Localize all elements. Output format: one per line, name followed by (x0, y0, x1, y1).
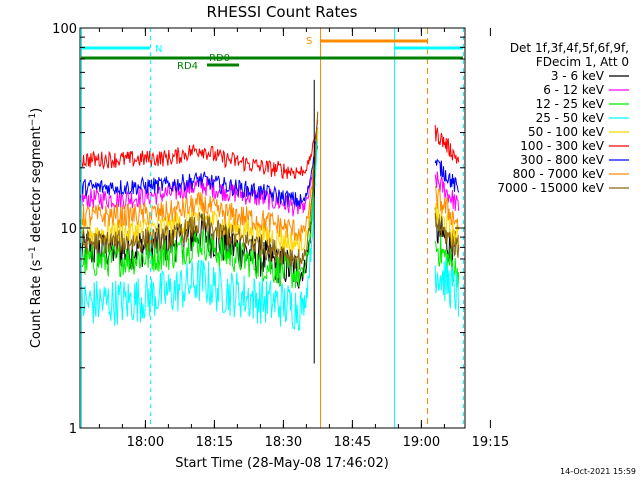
legend-label-0: 3 - 6 keV (551, 69, 605, 83)
x-tick-label: 18:15 (196, 435, 233, 450)
x-tick-label: 19:00 (403, 435, 440, 450)
x-tick-label: 18:00 (127, 435, 164, 450)
legend-label-3: 25 - 50 keV (536, 111, 605, 125)
chart-title: RHESSI Count Rates (207, 3, 358, 21)
y-tick-label: 10 (60, 222, 77, 237)
x-tick-label: 18:45 (334, 435, 371, 450)
series-line-6 (80, 122, 318, 207)
series-line-after-8 (434, 212, 460, 258)
series-line-after-7 (434, 185, 460, 230)
series-line-after-1 (434, 171, 460, 212)
x-tick-label: 18:30 (265, 435, 302, 450)
y-tick-label: 100 (52, 22, 77, 37)
series-line-3 (80, 131, 319, 331)
y-label-main: Count Rate (s (29, 259, 44, 348)
legend-label-2: 12 - 25 keV (536, 97, 605, 111)
series-line-after-5 (434, 124, 460, 164)
legend-label-4: 50 - 100 keV (528, 125, 605, 139)
legend-header-1: Det 1f,3f,4f,5f,6f,9f, (510, 41, 629, 55)
plot-area (80, 79, 460, 364)
annotation-s: S (306, 36, 312, 47)
annotation-n: N (155, 44, 162, 55)
series-line-5 (80, 120, 319, 179)
legend-label-8: 7000 - 15000 keV (497, 181, 604, 195)
x-tick-label: 19:15 (472, 435, 509, 450)
axis-ticks: 18:00 18:15 18:30 18:45 19:00 19:15 1 10 100 (52, 22, 509, 450)
footer-date: 14-Oct-2021 15:59 (560, 467, 636, 476)
y-label-end: ) (29, 108, 44, 113)
series-line-after-6 (434, 158, 460, 193)
y-axis-label: Count Rate (s−1 detector segment−1) (28, 108, 44, 348)
legend-label-6: 300 - 800 keV (520, 153, 604, 167)
x-axis-label: Start Time (28-May-08 17:46:02) (175, 456, 389, 471)
y-tick-label: 1 (69, 422, 77, 437)
series-line-after-4 (434, 202, 460, 252)
legend-label-5: 100 - 300 keV (520, 139, 604, 153)
series-line-after-3 (434, 257, 460, 317)
series-line-8 (80, 111, 319, 270)
annotation-rd0: RD0 (209, 53, 230, 64)
series-line-2 (80, 130, 319, 289)
y-label-exp2: −1 (28, 113, 38, 126)
annotation-rd4: RD4 (177, 61, 198, 72)
legend-label-1: 6 - 12 keV (543, 83, 605, 97)
y-label-mid: detector segment (29, 126, 44, 246)
legend-label-7: 800 - 7000 keV (513, 167, 605, 181)
y-label-exp1: −1 (28, 246, 38, 259)
legend-header-2: FDecim 1, Att 0 (536, 55, 629, 69)
series-line-7 (80, 113, 319, 242)
